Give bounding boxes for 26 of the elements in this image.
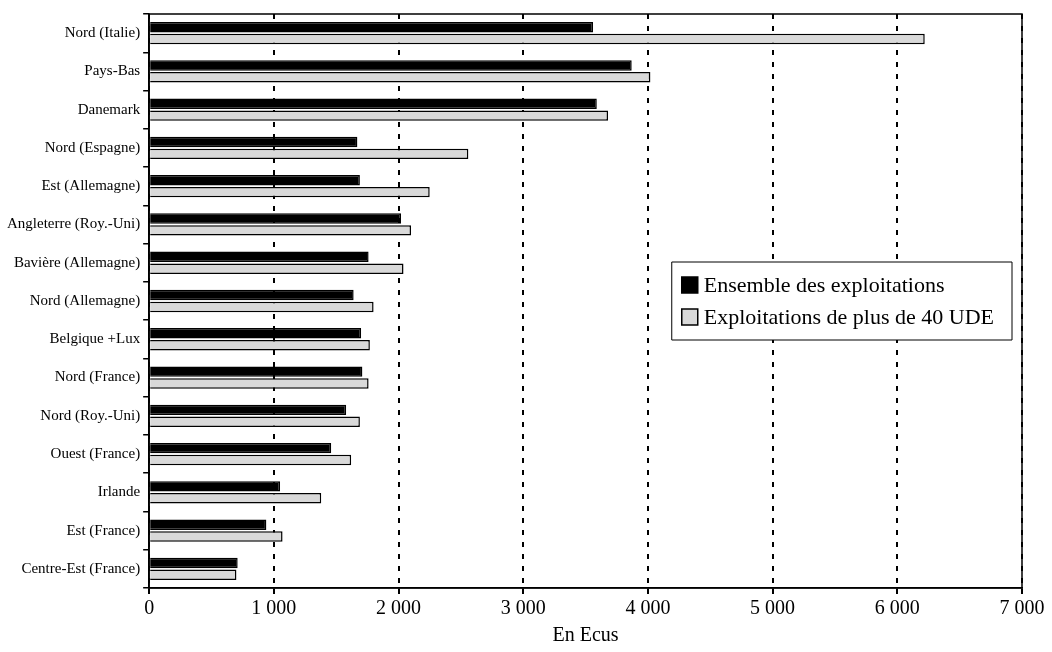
x-tick-label: 5 000 (750, 596, 796, 619)
y-tick-label: Bavière (Allemagne) (13, 253, 141, 271)
y-tick-label: Danemark (77, 100, 141, 117)
y-tick-label: Nord (France) (54, 368, 141, 386)
y-tick-label: Centre-Est (France) (21, 559, 141, 577)
y-tick-label: Nord (Roy.-Uni) (40, 406, 141, 424)
y-tick-label: Pays-Bas (84, 62, 141, 79)
y-tick-label: Est (France) (66, 521, 141, 539)
legend-label: Ensemble des exploitations (703, 271, 945, 297)
x-tick-label: 0 (144, 596, 155, 619)
x-axis-title: En Ecus (552, 623, 619, 646)
x-tick-label: 2 000 (376, 596, 422, 619)
y-tick-label: Nord (Allemagne) (29, 291, 141, 309)
x-tick-label: 6 000 (874, 596, 920, 619)
y-tick-label: Angleterre (Roy.-Uni) (6, 215, 141, 233)
y-tick-label: Ouest (France) (50, 445, 141, 462)
x-tick-label: 7 000 (999, 596, 1045, 619)
y-tick-label: Irlande (97, 483, 141, 500)
y-tick-label: Nord (Espagne) (44, 138, 141, 156)
y-tick-label: Belgique +Lux (49, 330, 141, 347)
x-tick-label: 3 000 (500, 596, 546, 619)
legend-label: Exploitations de plus de 40 UDE (703, 303, 995, 329)
y-tick-label: Est (Allemagne) (41, 177, 141, 195)
x-tick-label: 1 000 (251, 596, 297, 619)
x-tick-label: 4 000 (625, 596, 671, 619)
y-tick-label: Nord (Italie) (64, 24, 141, 42)
